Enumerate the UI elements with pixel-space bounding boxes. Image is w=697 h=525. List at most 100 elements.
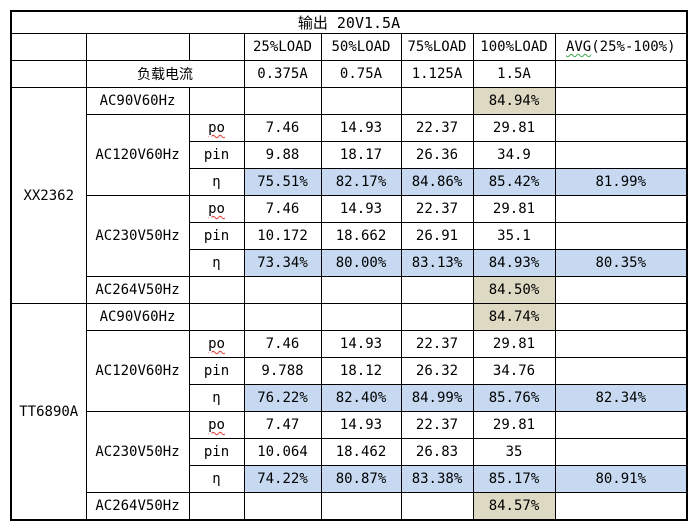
efficiency-100pct-value[interactable]: 84.94% [472,87,556,115]
pin-value[interactable]: 18.12 [320,357,402,385]
empty-cell[interactable] [554,141,688,169]
eta-value[interactable]: 74.22% [243,465,322,493]
eta-value[interactable]: 82.17% [320,168,402,196]
po-value[interactable]: 29.81 [472,114,556,142]
eta-value[interactable]: 82.40% [320,384,402,412]
po-value[interactable]: 22.37 [400,411,474,439]
pin-value[interactable]: 18.17 [320,141,402,169]
voltage-label[interactable]: AC230V50Hz [85,195,190,277]
eta-value[interactable]: 80.00% [320,249,402,277]
pin-value[interactable]: 9.788 [243,357,322,385]
empty-cell[interactable] [554,60,688,88]
load-current-value[interactable]: 1.5A [472,60,556,88]
empty-cell[interactable] [85,33,190,61]
eta-value[interactable]: 75.51% [243,168,322,196]
empty-cell[interactable] [554,357,688,385]
voltage-label[interactable]: AC90V60Hz [85,87,190,115]
pin-value[interactable]: 10.064 [243,438,322,466]
voltage-label[interactable]: AC264V50Hz [85,492,190,521]
empty-cell[interactable] [554,303,688,331]
device-name-tt6890a[interactable]: TT6890A [10,303,87,521]
avg-eta-value[interactable]: 82.34% [554,384,688,412]
empty-cell[interactable] [400,87,474,115]
empty-cell[interactable] [554,114,688,142]
voltage-label[interactable]: AC264V50Hz [85,276,190,304]
po-value[interactable]: 7.46 [243,195,322,223]
avg-eta-value[interactable]: 80.91% [554,465,688,493]
header-avg[interactable]: AVG(25%-100%) [554,33,688,61]
voltage-label[interactable]: AC120V60Hz [85,114,190,196]
empty-cell[interactable] [243,492,322,521]
po-value[interactable]: 29.81 [472,195,556,223]
header-100pct-load[interactable]: 100%LOAD [472,33,556,61]
po-value[interactable]: 22.37 [400,114,474,142]
eta-value[interactable]: 83.13% [400,249,474,277]
avg-eta-value[interactable]: 81.99% [554,168,688,196]
param-label-pin[interactable]: pin [188,141,245,169]
voltage-label[interactable]: AC230V50Hz [85,411,190,493]
po-value[interactable]: 29.81 [472,411,556,439]
header-75pct-load[interactable]: 75%LOAD [400,33,474,61]
empty-cell[interactable] [554,330,688,358]
eta-value[interactable]: 83.38% [400,465,474,493]
voltage-label[interactable]: AC120V60Hz [85,330,190,412]
empty-cell[interactable] [400,303,474,331]
po-value[interactable]: 14.93 [320,330,402,358]
eta-value[interactable]: 85.76% [472,384,556,412]
param-label-po[interactable]: po [188,195,245,223]
po-value[interactable]: 22.37 [400,195,474,223]
eta-value[interactable]: 73.34% [243,249,322,277]
empty-cell[interactable] [320,303,402,331]
param-label-eta[interactable]: η [188,384,245,412]
efficiency-100pct-value[interactable]: 84.57% [472,492,556,521]
header-50pct-load[interactable]: 50%LOAD [320,33,402,61]
avg-eta-value[interactable]: 80.35% [554,249,688,277]
pin-value[interactable]: 26.36 [400,141,474,169]
param-label-eta[interactable]: η [188,168,245,196]
device-name-xx2362[interactable]: XX2362 [10,87,87,304]
empty-cell[interactable] [320,87,402,115]
efficiency-100pct-value[interactable]: 84.74% [472,303,556,331]
empty-cell[interactable] [188,303,245,331]
empty-cell[interactable] [10,60,87,88]
load-current-value[interactable]: 1.125A [400,60,474,88]
pin-value[interactable]: 26.83 [400,438,474,466]
pin-value[interactable]: 9.88 [243,141,322,169]
efficiency-100pct-value[interactable]: 84.50% [472,276,556,304]
empty-cell[interactable] [320,276,402,304]
eta-value[interactable]: 84.99% [400,384,474,412]
param-label-pin[interactable]: pin [188,438,245,466]
pin-value[interactable]: 26.91 [400,222,474,250]
empty-cell[interactable] [243,303,322,331]
po-value[interactable]: 14.93 [320,411,402,439]
empty-cell[interactable] [554,87,688,115]
po-value[interactable]: 14.93 [320,195,402,223]
empty-cell[interactable] [554,411,688,439]
eta-value[interactable]: 84.93% [472,249,556,277]
pin-value[interactable]: 35.1 [472,222,556,250]
param-label-eta[interactable]: η [188,249,245,277]
load-current-value[interactable]: 0.75A [320,60,402,88]
po-value[interactable]: 22.37 [400,330,474,358]
table-title[interactable]: 输出 20V1.5A [10,10,688,34]
po-value[interactable]: 7.47 [243,411,322,439]
po-value[interactable]: 7.46 [243,114,322,142]
eta-value[interactable]: 84.86% [400,168,474,196]
param-label-po[interactable]: po [188,411,245,439]
param-label-eta[interactable]: η [188,465,245,493]
po-value[interactable]: 14.93 [320,114,402,142]
load-current-value[interactable]: 0.375A [243,60,322,88]
eta-value[interactable]: 76.22% [243,384,322,412]
empty-cell[interactable] [554,222,688,250]
empty-cell[interactable] [243,87,322,115]
param-label-po[interactable]: po [188,330,245,358]
empty-cell[interactable] [400,492,474,521]
eta-value[interactable]: 85.17% [472,465,556,493]
voltage-label[interactable]: AC90V60Hz [85,303,190,331]
po-value[interactable]: 29.81 [472,330,556,358]
param-label-pin[interactable]: pin [188,357,245,385]
empty-cell[interactable] [243,276,322,304]
empty-cell[interactable] [400,276,474,304]
empty-cell[interactable] [320,492,402,521]
empty-cell[interactable] [554,276,688,304]
